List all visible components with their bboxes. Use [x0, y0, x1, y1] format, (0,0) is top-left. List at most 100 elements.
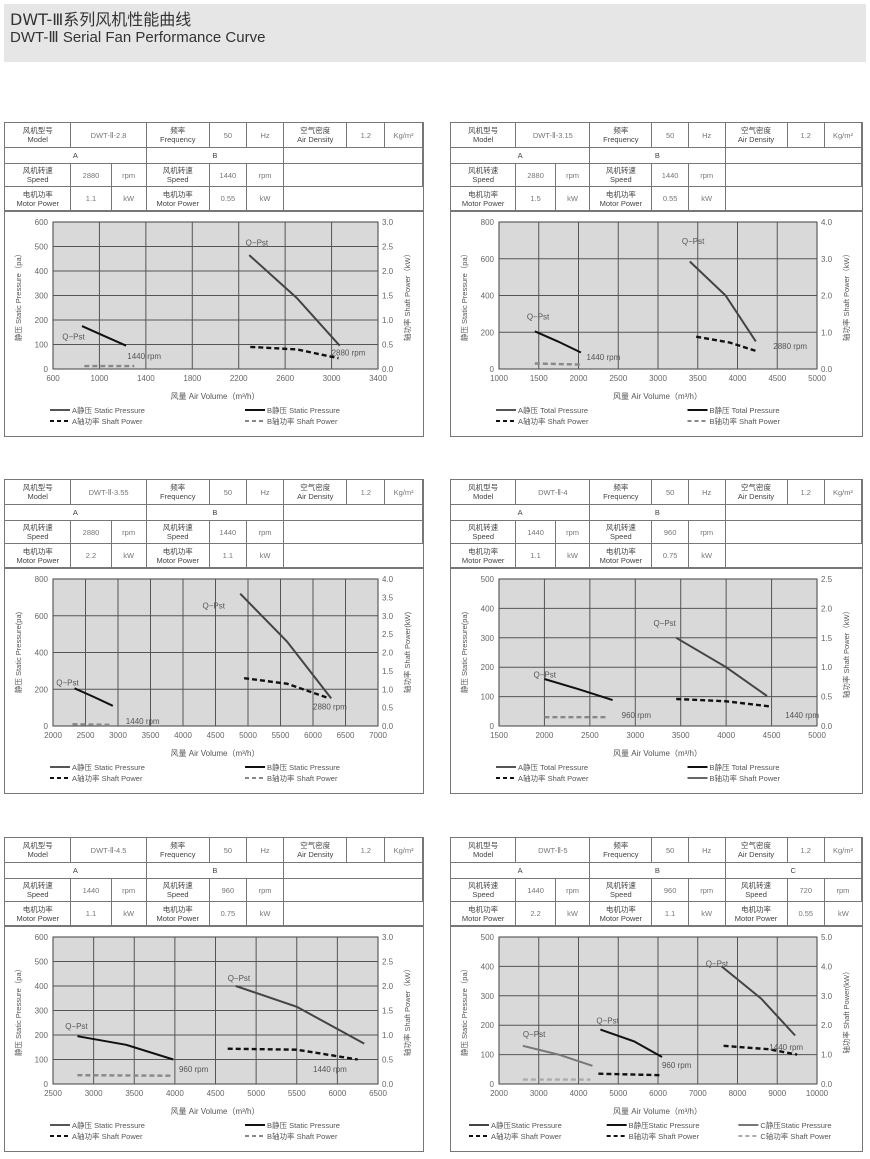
speed-value-text: 2880: [82, 527, 100, 537]
legend-label: A轴功率 Shaft Power: [72, 773, 143, 783]
frequency-unit: Hz: [246, 838, 285, 863]
air-density-value: 1.2: [347, 480, 386, 505]
air-density-value: 1.2: [347, 123, 386, 148]
y-right-tick-label: 3.0: [382, 612, 394, 621]
x-tick-label: 5000: [609, 1089, 627, 1098]
performance-chart: 2000 2500 3000 3500 4000 4500 5000 5500 6000 6500…: [13, 575, 412, 783]
power-unit-text: kW: [567, 551, 578, 560]
frequency-unit-text: Hz: [702, 130, 712, 140]
frequency-value: 50: [209, 480, 247, 505]
y-tick-label: 800: [481, 218, 495, 227]
group-header-text: A: [517, 866, 523, 875]
curve-annotation: 2880 rpm: [313, 702, 347, 711]
y-right-tick-label: 4.0: [382, 575, 394, 584]
group-header-text: A: [517, 508, 523, 517]
frequency-label-text: 频率: [613, 126, 629, 135]
x-tick-label: 7000: [369, 731, 387, 740]
series-high-speed-pressure: [248, 254, 341, 347]
frequency-value: 50: [652, 123, 689, 148]
y-right-tick-label: 1.5: [382, 292, 394, 301]
y-right-tick-label: 1.0: [382, 1031, 394, 1040]
curve-annotation: Q−Pst: [523, 1030, 546, 1039]
speed-label-text: 风机转速: [22, 166, 53, 175]
air-density-label-text: 空气密度: [300, 483, 331, 492]
y-tick-label: 0: [490, 1080, 495, 1089]
frequency-label-text: 频率: [170, 841, 186, 850]
curve-annotation: Q−Pst: [534, 670, 557, 679]
y-right-tick-label: 2.0: [382, 982, 394, 991]
air-density-label: 空气密度 Air Density: [284, 123, 348, 148]
power-unit: kW: [246, 187, 285, 211]
series-high-speed-pressure: [235, 985, 365, 1045]
x-axis-label: 风量 Air Volume（m³/h）: [613, 749, 702, 758]
power-value-text: 0.55: [662, 194, 678, 203]
empty-cell: [284, 544, 423, 568]
model-label-text: 风机型号: [468, 483, 499, 492]
y-right-tick-label: 0.5: [382, 1056, 394, 1065]
group-header-text: A: [72, 866, 78, 875]
y-tick-label: 0: [44, 722, 49, 731]
y-right-tick-label: 0.5: [382, 341, 394, 350]
power-label-text: 电机功率: [162, 189, 193, 199]
speed-label-text: Speed: [166, 175, 189, 184]
model-value-text: DWT-Ⅱ-2.8: [90, 130, 127, 140]
x-tick-label: 3400: [369, 374, 387, 383]
speed-unit-text: rpm: [566, 885, 580, 895]
series-high-speed-pressure: [689, 260, 757, 342]
y-right-axis-label: 轴功率 Shaft Power(kW）: [841, 967, 851, 1053]
performance-chart: 600 1000 1400 1800 2200 2600 3000 3400 0 100 200 30…: [13, 218, 412, 426]
model-label: 风机型号 Model: [5, 123, 72, 148]
speed-value-text: 720: [799, 885, 813, 895]
y-right-tick-label: 4.0: [821, 218, 833, 227]
spec-table: 风机型号 Model DWT-Ⅱ-2.8 频率 Frequency 50 Hz 空气密度 Air…: [5, 123, 423, 212]
power-value: 1.1: [516, 544, 556, 568]
empty-cell: [725, 187, 862, 211]
power-unit: kW: [111, 544, 147, 568]
frequency-value: 50: [652, 838, 689, 863]
x-tick-label: 3000: [649, 374, 667, 383]
y-right-axis-label: 轴功率 Shaft Power(kW): [402, 611, 412, 693]
frequency-unit: Hz: [688, 123, 726, 148]
y-tick-label: 0: [44, 1080, 49, 1089]
air-density-value-text: 1.2: [800, 130, 811, 140]
speed-value-text: 1440: [82, 885, 100, 895]
title-en: DWT-Ⅲ Serial Fan Performance Curve: [10, 29, 266, 46]
power-label: 电机功率 Motor Power: [146, 544, 210, 568]
empty-cell: [284, 902, 423, 926]
group-header-text: A: [517, 151, 523, 160]
model-label-text: 风机型号: [22, 126, 53, 135]
group-header-text: B: [212, 508, 218, 517]
model-label-text: Model: [27, 492, 48, 501]
x-tick-label: 4500: [768, 374, 786, 383]
group-header: [725, 148, 862, 164]
air-density-value: 1.2: [787, 123, 825, 148]
speed-value: 960: [652, 879, 689, 902]
group-header-text: B: [654, 151, 660, 160]
series-high-speed-power: [243, 677, 330, 700]
model-value-text: DWT-Ⅱ-4: [538, 487, 568, 497]
y-axis-label: 静压 Static Pressure(pa): [459, 611, 469, 693]
y-tick-label: 100: [481, 1051, 495, 1060]
power-label-text: 电机功率: [162, 904, 193, 914]
speed-value: 720: [787, 879, 825, 902]
power-label-text: Motor Power: [461, 913, 505, 923]
speed-unit: rpm: [111, 879, 147, 902]
speed-unit: rpm: [688, 521, 726, 544]
legend-label: B静压Static Pressure: [629, 1120, 700, 1130]
power-value: 0.75: [652, 544, 689, 568]
power-value: 0.55: [209, 187, 247, 211]
y-right-tick-label: 0.0: [382, 1080, 394, 1089]
series-high-speed-pressure: [675, 636, 768, 697]
legend-label: B静压 Total Pressure: [710, 405, 780, 415]
group-header-text: B: [212, 151, 218, 160]
curve-annotation: Q−Pst: [65, 1022, 88, 1031]
power-unit-text: kW: [123, 909, 135, 918]
y-right-tick-label: 0.0: [821, 365, 833, 374]
series-low-speed-pressure: [74, 687, 114, 707]
y-right-tick-label: 2.0: [382, 649, 394, 658]
power-label-text: Motor Power: [599, 555, 643, 565]
power-unit: kW: [111, 902, 147, 926]
x-tick-label: 4000: [570, 1089, 588, 1098]
x-tick-label: 2000: [490, 1089, 508, 1098]
x-tick-label: 2600: [276, 374, 294, 383]
